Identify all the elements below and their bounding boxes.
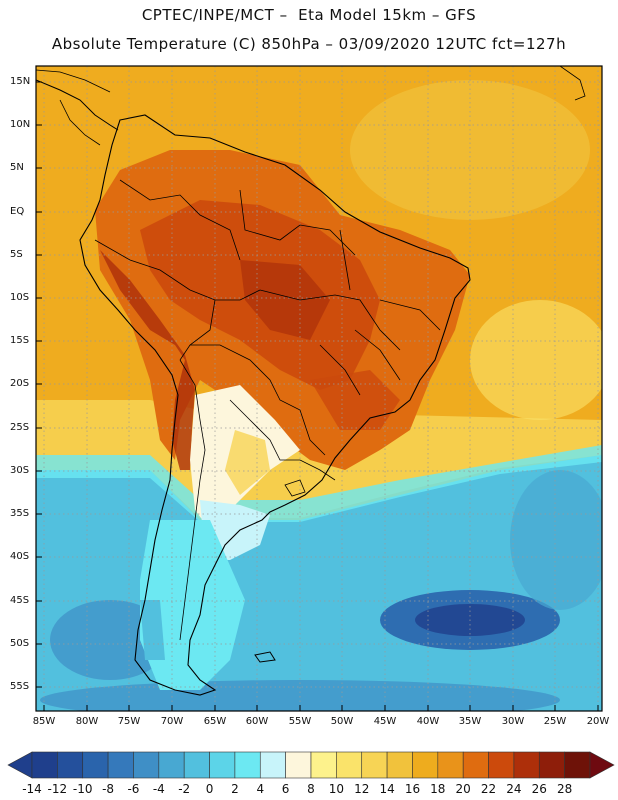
colorbar-swatch — [361, 751, 388, 779]
colorbar-swatch — [158, 751, 185, 779]
colorbar-swatch — [259, 751, 286, 779]
lat-label: 50S — [10, 638, 30, 649]
colorbar-swatch — [133, 751, 160, 779]
colorbar-label: 6 — [281, 782, 290, 796]
colorbar-swatch — [488, 751, 515, 779]
lat-label: 5N — [10, 162, 24, 173]
south-america-coastline — [79, 114, 471, 696]
lon-label: 45W — [373, 716, 397, 727]
colorbar — [7, 751, 615, 779]
colorbar-label: -10 — [72, 782, 93, 796]
colorbar-swatch — [209, 751, 236, 779]
lon-label: 65W — [203, 716, 227, 727]
lat-label: 45S — [10, 595, 30, 606]
lon-label: 60W — [245, 716, 269, 727]
lat-label: 10N — [10, 119, 31, 130]
map-frame — [35, 65, 603, 712]
lon-label: 35W — [458, 716, 482, 727]
colorbar-swatch — [412, 751, 439, 779]
colorbar-label: 18 — [430, 782, 446, 796]
colorbar-label: 2 — [231, 782, 239, 796]
colorbar-label: -4 — [152, 782, 165, 796]
colorbar-label: 8 — [307, 782, 315, 796]
colorbar-swatch — [462, 751, 489, 779]
colorbar-label: 10 — [328, 782, 344, 796]
lat-label: EQ — [10, 206, 25, 217]
colorbar-label: 28 — [556, 782, 573, 796]
patagonia-field — [140, 520, 245, 690]
lon-label: 50W — [330, 716, 354, 727]
colorbar-label: 16 — [404, 782, 421, 796]
lat-label: 35S — [10, 508, 30, 519]
colorbar-label: 22 — [480, 782, 497, 796]
lon-label: 25W — [543, 716, 567, 727]
map-subtitle: Absolute Temperature (C) 850hPa – 03/09/… — [51, 35, 567, 53]
colorbar-label: 12 — [354, 782, 370, 796]
colorbar-swatch — [386, 751, 413, 779]
colorbar-over-arrow — [589, 751, 615, 779]
lon-label: 20W — [586, 716, 610, 727]
colorbar-swatch — [437, 751, 464, 779]
lat-label: 15S — [10, 335, 30, 346]
lon-label: 30W — [501, 716, 525, 727]
lat-label: 30S — [10, 465, 30, 476]
colorbar-swatch — [513, 751, 540, 779]
lat-label: 10S — [10, 292, 30, 303]
lon-label: 40W — [416, 716, 440, 727]
colorbar-label: 24 — [506, 782, 522, 796]
colorbar-label: 14 — [379, 782, 395, 796]
colorbar-label: 26 — [531, 782, 547, 796]
falkland-islands — [254, 651, 276, 663]
lon-label: 55W — [288, 716, 312, 727]
colorbar-swatch — [310, 751, 337, 779]
lat-label: 55S — [10, 681, 30, 692]
lon-label: 80W — [75, 716, 99, 727]
lat-label: 5S — [10, 249, 23, 260]
map-title: CPTEC/INPE/MCT – Eta Model 15km – GFS — [141, 6, 477, 24]
temperature-map — [35, 65, 603, 712]
colorbar-label: -2 — [178, 782, 191, 796]
lon-label: 85W — [32, 716, 56, 727]
lat-label: 15N — [10, 76, 31, 87]
colorbar-swatch — [82, 751, 109, 779]
colorbar-swatch — [538, 751, 565, 779]
colorbar-under-arrow — [7, 751, 33, 779]
lon-label: 70W — [160, 716, 184, 727]
colorbar-swatch — [336, 751, 363, 779]
colorbar-swatch — [285, 751, 312, 779]
colorbar-label: -6 — [127, 782, 140, 796]
colorbar-swatch — [57, 751, 84, 779]
lat-label: 25S — [10, 422, 30, 433]
colorbar-label: 4 — [256, 782, 265, 796]
colorbar-label: -14 — [22, 782, 42, 796]
colorbar-swatch — [31, 751, 58, 779]
colorbar-label: 20 — [455, 782, 471, 796]
country-borders — [94, 179, 441, 641]
colorbar-swatch — [183, 751, 210, 779]
lat-label: 40S — [10, 551, 30, 562]
colorbar-label: 0 — [205, 782, 214, 796]
colorbar-swatch — [234, 751, 261, 779]
lon-label: 75W — [117, 716, 141, 727]
colorbar-swatch — [107, 751, 134, 779]
colorbar-label: -8 — [102, 782, 115, 796]
colorbar-label: -12 — [47, 782, 68, 796]
colorbar-swatch — [564, 751, 591, 779]
lat-label: 20S — [10, 378, 30, 389]
